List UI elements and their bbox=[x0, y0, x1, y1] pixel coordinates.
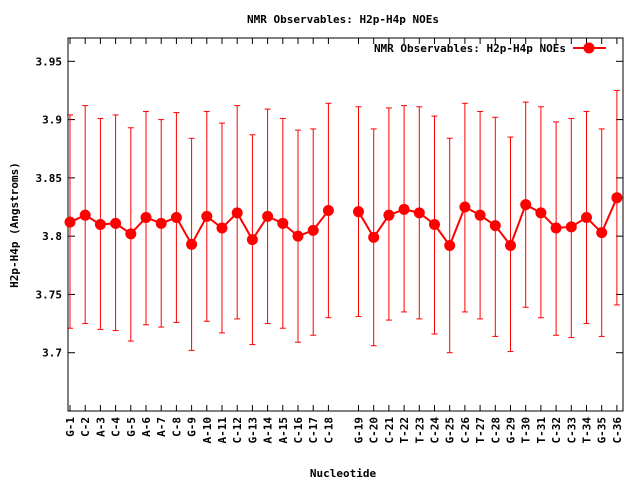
data-point bbox=[429, 219, 440, 230]
plot-frame bbox=[67, 37, 624, 412]
data-point bbox=[565, 221, 577, 233]
x-tick-label: A-15 bbox=[277, 417, 290, 444]
x-tick-label: C-16 bbox=[292, 417, 305, 444]
x-tick-label: C-33 bbox=[565, 417, 578, 444]
x-axis-label: Nucleotide bbox=[310, 467, 377, 480]
x-tick-label: C-4 bbox=[110, 417, 123, 437]
data-point bbox=[292, 230, 304, 242]
x-tick-label: T-23 bbox=[413, 417, 426, 444]
x-tick-label: G-1 bbox=[64, 417, 77, 437]
x-tick-label: C-32 bbox=[550, 417, 563, 444]
x-tick-label: C-20 bbox=[368, 417, 381, 444]
series-line bbox=[357, 197, 618, 248]
data-point bbox=[398, 203, 410, 215]
data-point bbox=[201, 210, 213, 222]
x-tick-label: A-11 bbox=[216, 417, 229, 444]
x-tick-label: G-29 bbox=[505, 417, 518, 444]
x-tick-label: C-8 bbox=[170, 417, 183, 437]
data-point bbox=[520, 199, 532, 211]
data-point bbox=[125, 228, 137, 240]
data-point bbox=[322, 205, 334, 217]
x-tick-label: A-10 bbox=[201, 417, 214, 444]
data-point bbox=[383, 209, 395, 221]
x-tick-label: A-7 bbox=[155, 417, 168, 437]
series-line bbox=[69, 209, 330, 247]
data-point bbox=[368, 231, 380, 243]
data-point bbox=[505, 239, 516, 251]
x-tick-label: C-21 bbox=[383, 417, 396, 444]
x-tick-label: C-24 bbox=[429, 417, 442, 444]
x-tick-label: T-30 bbox=[520, 417, 533, 444]
data-point bbox=[246, 234, 258, 246]
data-point bbox=[596, 227, 608, 239]
x-tick-label: G-35 bbox=[596, 417, 609, 444]
y-tick-label: 3.9 bbox=[42, 114, 62, 127]
x-tick-label: A-6 bbox=[140, 417, 153, 437]
x-tick-label: C-36 bbox=[611, 417, 624, 444]
data-point bbox=[110, 217, 122, 229]
legend: NMR Observables: H2p-H4p NOEs bbox=[374, 42, 606, 55]
data-point bbox=[277, 217, 289, 229]
data-point bbox=[611, 192, 623, 204]
x-tick-label: G-5 bbox=[125, 417, 138, 437]
data-point bbox=[170, 212, 182, 224]
data-point bbox=[444, 239, 456, 251]
x-tick-label: T-27 bbox=[474, 417, 487, 444]
data-point bbox=[413, 207, 425, 219]
data-point bbox=[474, 209, 486, 221]
x-tick-label: T-22 bbox=[398, 417, 411, 444]
data-point bbox=[79, 209, 91, 221]
data-point bbox=[353, 206, 364, 218]
x-tick-label: A-3 bbox=[94, 417, 107, 437]
data-point bbox=[459, 201, 471, 213]
data-point bbox=[231, 207, 243, 219]
y-axis-label: H2p-H4p (Angstroms) bbox=[8, 162, 21, 288]
data-point bbox=[489, 220, 501, 232]
legend-label: NMR Observables: H2p-H4p NOEs bbox=[374, 42, 566, 55]
data-point bbox=[64, 216, 76, 228]
data-point bbox=[535, 207, 547, 219]
x-tick-label: G-9 bbox=[186, 417, 199, 437]
x-tick-label: C-12 bbox=[231, 417, 244, 444]
data-point bbox=[581, 212, 592, 224]
y-tick-label: 3.8 bbox=[42, 230, 62, 243]
error-bars bbox=[67, 89, 620, 354]
y-tick-label: 3.7 bbox=[42, 347, 62, 360]
x-tick-label: C-28 bbox=[489, 417, 502, 444]
x-tick-label: C-2 bbox=[79, 417, 92, 437]
chart-title: NMR Observables: H2p-H4p NOEs bbox=[247, 13, 439, 26]
series-lines bbox=[69, 197, 618, 248]
data-point bbox=[155, 217, 167, 229]
y-tick-label: 3.75 bbox=[36, 288, 63, 301]
axes: 3.73.753.83.853.93.95G-1 C-2 A-3 C-4 G-5 A-6 A… bbox=[36, 37, 624, 444]
data-point bbox=[307, 224, 319, 236]
y-tick-label: 3.95 bbox=[36, 55, 63, 68]
y-tick-label: 3.85 bbox=[36, 172, 63, 185]
x-tick-label: A-14 bbox=[262, 417, 275, 444]
data-point bbox=[186, 238, 198, 250]
data-point bbox=[216, 222, 228, 234]
x-tick-label: T-34 bbox=[581, 417, 594, 444]
data-point bbox=[94, 219, 106, 230]
data-point bbox=[550, 222, 562, 234]
x-tick-label: G-13 bbox=[246, 417, 259, 444]
x-tick-label: G-25 bbox=[444, 417, 457, 444]
x-tick-label: C-18 bbox=[322, 417, 335, 444]
data-point bbox=[140, 212, 152, 224]
x-tick-label: T-31 bbox=[535, 417, 548, 444]
legend-marker bbox=[583, 42, 595, 54]
data-point bbox=[262, 210, 274, 222]
x-tick-label: C-26 bbox=[459, 417, 472, 444]
x-tick-label: C-17 bbox=[307, 417, 320, 444]
data-points bbox=[64, 192, 623, 251]
x-tick-label: G-19 bbox=[353, 417, 366, 444]
